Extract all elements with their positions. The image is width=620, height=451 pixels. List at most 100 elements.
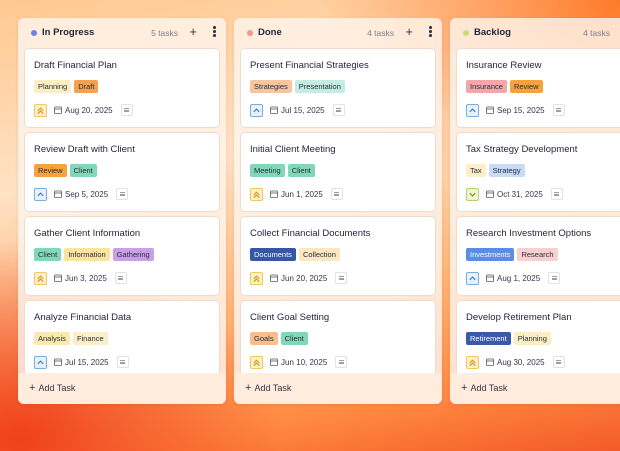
- task-meta: Jun 3, 2025: [34, 271, 127, 285]
- priority-icon: [34, 103, 47, 117]
- tag: Analysis: [34, 332, 70, 345]
- tag: Review: [34, 164, 67, 177]
- date-text: Sep 15, 2025: [497, 105, 545, 115]
- column-dot: [31, 30, 37, 36]
- task-card[interactable]: Draft Financial Plan Planning Draft Aug 20,…: [24, 48, 220, 128]
- date-text: Jul 15, 2025: [281, 105, 325, 115]
- due-date: Jun 3, 2025: [54, 274, 107, 283]
- task-card[interactable]: Research Investment Options Investments Re…: [456, 216, 620, 296]
- card-menu[interactable]: [114, 272, 127, 284]
- tag: Research: [517, 248, 558, 261]
- tag-list: Retirement Planning: [466, 332, 551, 345]
- tag: Information: [64, 248, 110, 261]
- task-meta: Aug 1, 2025: [466, 271, 561, 285]
- task-title: Collect Financial Documents: [250, 228, 371, 239]
- tag: Review: [509, 80, 543, 93]
- tag: Presentation: [294, 80, 345, 93]
- tag-list: Documents Collection: [250, 248, 340, 261]
- card-menu[interactable]: [548, 272, 561, 284]
- tag: Draft: [74, 80, 99, 93]
- task-meta: Oct 31, 2025: [466, 187, 563, 201]
- task-card[interactable]: Develop Retirement Plan Retirement Plannin…: [456, 300, 620, 380]
- card-menu[interactable]: [552, 356, 565, 368]
- tag-list: Planning Draft: [34, 80, 99, 93]
- task-meta: Sep 5, 2025: [34, 187, 129, 201]
- priority-icon: [34, 271, 47, 285]
- task-card[interactable]: Present Financial Strategies Strategies Pr…: [240, 48, 436, 128]
- task-card[interactable]: Review Draft with Client Review Client Sep …: [24, 132, 220, 212]
- card-menu[interactable]: [116, 356, 129, 368]
- column-title: Done: [258, 27, 282, 38]
- tag: Documents: [250, 248, 296, 261]
- task-meta: Sep 15, 2025: [466, 103, 565, 117]
- task-card[interactable]: Client Goal Setting Goals Client Jun 10, 20…: [240, 300, 436, 380]
- tag-list: Analysis Finance: [34, 332, 108, 345]
- tag: Planning: [513, 332, 551, 345]
- task-card[interactable]: Gather Client Information Client Informati…: [24, 216, 220, 296]
- tag: Client: [69, 164, 97, 177]
- tag: Client: [280, 332, 308, 345]
- task-title: Gather Client Information: [34, 228, 141, 239]
- add-task-label: Add Task: [470, 383, 508, 393]
- task-title: Draft Financial Plan: [34, 60, 117, 71]
- task-card[interactable]: Collect Financial Documents Documents Coll…: [240, 216, 436, 296]
- due-date: Sep 5, 2025: [54, 190, 108, 199]
- tag: Planning: [34, 80, 72, 93]
- add-task-button[interactable]: + Add Task: [461, 382, 508, 394]
- tag: Goals: [250, 332, 278, 345]
- column-dot: [247, 30, 253, 36]
- priority-icon: [250, 355, 263, 369]
- column-menu[interactable]: [213, 26, 216, 38]
- tag: Client: [287, 164, 315, 177]
- tag: Collection: [298, 248, 340, 261]
- tag-list: Goals Client: [250, 332, 308, 345]
- task-meta: Aug 30, 2025: [466, 355, 565, 369]
- date-text: Aug 1, 2025: [497, 273, 541, 283]
- task-meta: Jun 1, 2025: [250, 187, 343, 201]
- tag: Tax: [466, 164, 486, 177]
- task-meta: Aug 20, 2025: [34, 103, 133, 117]
- priority-icon: [34, 355, 47, 369]
- task-title: Tax Strategy Development: [466, 144, 578, 155]
- column-footer: + Add Task: [450, 373, 620, 404]
- task-card[interactable]: Analyze Financial Data Analysis Finance Jul…: [24, 300, 220, 380]
- tag: Client: [34, 248, 62, 261]
- card-menu[interactable]: [552, 104, 565, 116]
- add-task-label: Add Task: [38, 383, 76, 393]
- date-text: Jun 10, 2025: [281, 357, 328, 367]
- due-date: Aug 20, 2025: [54, 106, 113, 115]
- card-menu[interactable]: [335, 272, 348, 284]
- card-menu[interactable]: [330, 188, 343, 200]
- task-count: 5 tasks: [151, 28, 178, 38]
- due-date: Aug 1, 2025: [486, 274, 540, 283]
- due-date: Aug 30, 2025: [486, 358, 545, 367]
- task-card[interactable]: Insurance Review Insurance Review Sep 15, 2…: [456, 48, 620, 128]
- tag: Strategies: [250, 80, 292, 93]
- add-task-button[interactable]: + Add Task: [29, 382, 76, 394]
- task-card[interactable]: Tax Strategy Development Tax Strategy Oct 3…: [456, 132, 620, 212]
- card-menu[interactable]: [116, 188, 129, 200]
- card-menu[interactable]: [120, 104, 133, 116]
- tag: Retirement: [466, 332, 511, 345]
- add-task-label: Add Task: [254, 383, 292, 393]
- card-menu[interactable]: [335, 356, 348, 368]
- priority-icon: [466, 187, 479, 201]
- date-text: Sep 5, 2025: [65, 189, 109, 199]
- card-menu[interactable]: [332, 104, 345, 116]
- due-date: Jun 20, 2025: [270, 274, 327, 283]
- add-button[interactable]: +: [189, 24, 197, 39]
- column: In Progress 5 tasks + Draft Financial Plan P…: [18, 18, 226, 404]
- add-task-button[interactable]: + Add Task: [245, 382, 292, 394]
- card-menu[interactable]: [550, 188, 563, 200]
- add-button[interactable]: +: [405, 24, 413, 39]
- column-footer: + Add Task: [18, 373, 226, 404]
- due-date: Oct 31, 2025: [486, 190, 543, 199]
- task-card[interactable]: Initial Client Meeting Meeting Client Jun 1…: [240, 132, 436, 212]
- task-title: Analyze Financial Data: [34, 312, 132, 323]
- column-menu[interactable]: [429, 26, 432, 38]
- task-title: Initial Client Meeting: [250, 144, 336, 155]
- column-title: In Progress: [42, 27, 95, 38]
- task-meta: Jun 20, 2025: [250, 271, 348, 285]
- task-meta: Jul 15, 2025: [34, 355, 129, 369]
- due-date: Jun 1, 2025: [270, 190, 323, 199]
